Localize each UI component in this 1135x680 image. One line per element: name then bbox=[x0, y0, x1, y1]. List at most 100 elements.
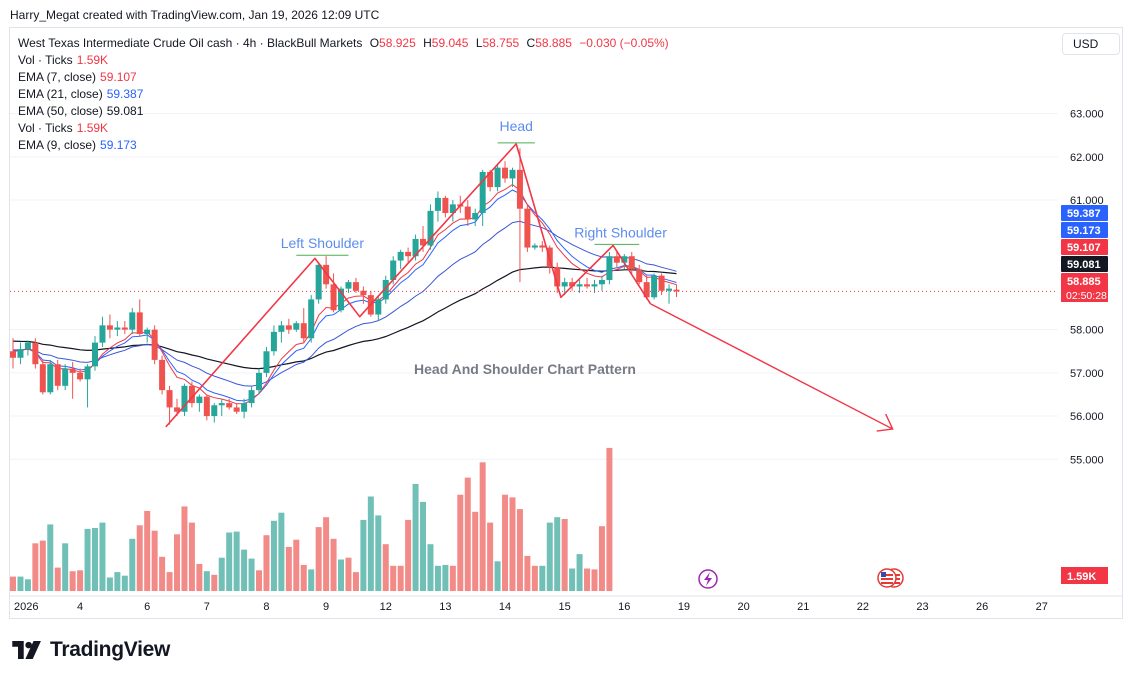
price-label-box bbox=[1061, 222, 1108, 238]
x-tick-label: 19 bbox=[678, 601, 690, 613]
candle-body bbox=[628, 256, 635, 270]
currency-button[interactable]: USD bbox=[1062, 33, 1120, 55]
breakdown-arrow-line bbox=[650, 303, 894, 430]
volume-bar bbox=[352, 572, 359, 591]
lightning-event-icon[interactable] bbox=[698, 569, 718, 589]
candle bbox=[241, 398, 248, 419]
breakdown-arrow-head bbox=[876, 413, 894, 432]
volume-bar bbox=[106, 577, 113, 591]
volume-bar bbox=[531, 565, 538, 591]
candle-body bbox=[591, 284, 598, 287]
candle-body bbox=[420, 238, 427, 246]
legend-indicator-row[interactable]: Vol · Ticks 1.59K bbox=[18, 52, 669, 69]
candle bbox=[636, 264, 643, 285]
price-label: 59.107 bbox=[1061, 239, 1108, 255]
candle bbox=[300, 308, 307, 343]
candle-body bbox=[92, 342, 99, 367]
candle-body bbox=[412, 238, 419, 257]
candle bbox=[106, 314, 113, 339]
volume-bar bbox=[54, 567, 61, 591]
candle bbox=[606, 251, 613, 285]
price-label-text: 59.081 bbox=[1067, 259, 1101, 271]
volume-bar bbox=[434, 565, 441, 591]
candle bbox=[218, 398, 225, 417]
legend-indicator-row[interactable]: Vol · Ticks 1.59K bbox=[18, 120, 669, 137]
ema-50-line bbox=[12, 266, 677, 370]
lightning-icon-bolt bbox=[704, 572, 712, 586]
volume-bar bbox=[554, 517, 561, 591]
symbol-title[interactable]: West Texas Intermediate Crude Oil cash ·… bbox=[18, 36, 363, 50]
candle bbox=[211, 403, 218, 423]
volume-bar bbox=[598, 526, 605, 591]
candle bbox=[166, 385, 173, 425]
volume-bar bbox=[323, 517, 330, 591]
candle bbox=[651, 273, 658, 300]
candle bbox=[516, 148, 523, 283]
candle-body bbox=[196, 396, 203, 404]
candle bbox=[54, 359, 61, 391]
flag-stripe bbox=[881, 578, 893, 580]
candle-body bbox=[516, 169, 523, 209]
indicator-value: 59.107 bbox=[100, 70, 137, 84]
volume-bar bbox=[159, 556, 166, 591]
x-tick-label: 7 bbox=[204, 601, 210, 613]
y-tick-label: 57.000 bbox=[1070, 368, 1104, 380]
candle-body bbox=[106, 325, 113, 330]
candle bbox=[666, 284, 673, 304]
candle bbox=[47, 359, 54, 395]
volume-bar bbox=[278, 512, 285, 591]
candle bbox=[561, 277, 568, 296]
brand: TradingView bbox=[12, 638, 170, 662]
legend-indicator-row[interactable]: EMA (7, close) 59.107 bbox=[18, 69, 669, 86]
legend-indicator-row[interactable]: EMA (21, close) 59.387 bbox=[18, 86, 669, 103]
ema-7-line bbox=[12, 183, 677, 405]
candle-body bbox=[144, 329, 151, 334]
indicator-value: 59.387 bbox=[106, 87, 144, 101]
candle bbox=[92, 336, 99, 371]
candle-body bbox=[218, 403, 225, 406]
legend-indicator-row[interactable]: EMA (50, close) 59.081 bbox=[18, 103, 669, 120]
candle bbox=[308, 295, 315, 343]
volume-bar bbox=[569, 568, 576, 591]
candle-body bbox=[472, 213, 479, 220]
candle-body bbox=[569, 282, 576, 287]
volume-bar bbox=[502, 494, 509, 591]
volume-bar bbox=[270, 520, 277, 591]
ohlc-low-label: L bbox=[475, 36, 483, 50]
flag-canton bbox=[881, 572, 886, 577]
volume-bar bbox=[84, 528, 91, 591]
candle-body bbox=[278, 325, 285, 332]
volume-bar bbox=[166, 572, 173, 591]
candle-body bbox=[658, 275, 665, 291]
candle bbox=[405, 247, 412, 263]
us-flag-event-icon[interactable] bbox=[877, 568, 904, 588]
candle-body bbox=[352, 282, 359, 291]
pattern-title: Head And Shoulder Chart Pattern bbox=[414, 361, 636, 377]
ohlc-close: 58.885 bbox=[535, 36, 572, 50]
ohlc-high: 59.045 bbox=[431, 36, 469, 50]
candle-body bbox=[673, 289, 680, 292]
candle-body bbox=[121, 327, 128, 330]
candle bbox=[129, 308, 136, 334]
candle-body bbox=[375, 299, 382, 315]
right-shoulder-label: Right Shoulder bbox=[574, 224, 667, 240]
candle bbox=[449, 200, 456, 222]
volume-bar bbox=[203, 571, 210, 591]
volume-bar bbox=[300, 564, 307, 591]
candle-body bbox=[613, 256, 620, 263]
candle bbox=[502, 161, 509, 183]
volume-bar bbox=[92, 528, 99, 591]
volume-label-box bbox=[1061, 567, 1108, 584]
volume-bar bbox=[174, 534, 181, 591]
candle-body bbox=[487, 171, 494, 188]
candle bbox=[121, 321, 128, 334]
candle bbox=[32, 338, 39, 369]
ema-21-line bbox=[12, 220, 677, 387]
candle-body bbox=[397, 251, 404, 261]
legend-indicator-row[interactable]: EMA (9, close) 59.173 bbox=[18, 137, 669, 154]
volume-bar bbox=[17, 576, 24, 591]
volume-bar bbox=[576, 554, 583, 591]
flag-badge bbox=[877, 568, 897, 588]
candles bbox=[10, 148, 680, 425]
